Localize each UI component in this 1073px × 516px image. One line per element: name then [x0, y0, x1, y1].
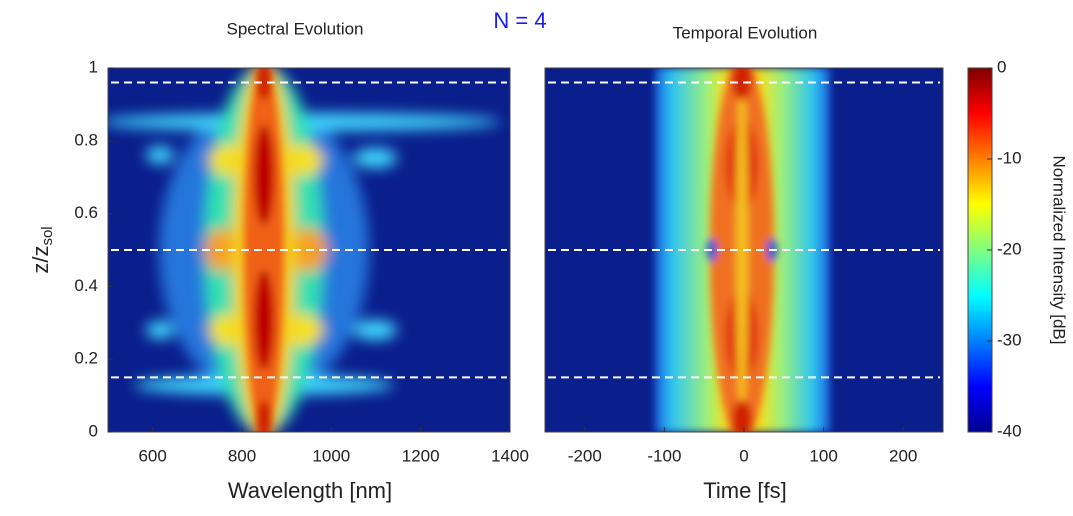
colorbar-tick-label: -20	[997, 239, 1022, 258]
chart-title: Spectral Evolution	[226, 19, 363, 38]
x-tick-label: 600	[138, 446, 166, 465]
y-axis-label-sub: sol	[39, 226, 56, 245]
x-tick-label: 200	[889, 446, 917, 465]
y-tick-label: 0.2	[74, 349, 98, 368]
x-tick-label: 1200	[402, 446, 440, 465]
colorbar-tick-label: -30	[997, 330, 1022, 349]
colorbar-tick-label: -40	[997, 421, 1022, 440]
y-axis-label-main: z/z	[28, 246, 53, 274]
x-tick-label: 100	[809, 446, 837, 465]
x-axis-label: Wavelength [nm]	[228, 478, 392, 503]
x-axis-label: Time [fs]	[703, 478, 787, 503]
y-tick-label: 0.8	[74, 130, 98, 149]
y-tick-label: 1	[89, 57, 98, 76]
x-tick-label: 1000	[312, 446, 350, 465]
spectral-heatmap	[108, 68, 510, 432]
x-tick-label: -200	[568, 446, 602, 465]
y-tick-label: 0.4	[74, 276, 98, 295]
y-tick-label: 0	[89, 421, 98, 440]
x-tick-label: 0	[739, 446, 748, 465]
plot-frame	[107, 67, 511, 433]
x-tick-label: -100	[647, 446, 681, 465]
y-tick-label: 0.6	[74, 203, 98, 222]
annotation: N = 4	[493, 8, 546, 33]
y-axis-label: z/zsol	[28, 226, 56, 273]
chart-title: Temporal Evolution	[673, 23, 818, 42]
colorbar-tick-label: -10	[997, 148, 1022, 167]
colorbar-tick-label: 0	[997, 57, 1006, 76]
colorbar-label: Normalized Intensity [dB]	[1050, 156, 1069, 345]
x-tick-label: 1400	[491, 446, 529, 465]
x-tick-label: 800	[228, 446, 256, 465]
